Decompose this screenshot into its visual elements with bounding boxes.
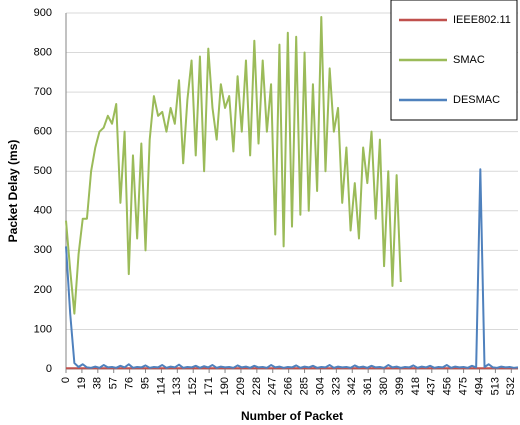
x-tick-label: 532: [505, 377, 517, 395]
x-tick-label: 380: [378, 377, 390, 395]
x-axis-title: Number of Packet: [241, 409, 343, 423]
x-tick-label: 285: [298, 377, 310, 395]
x-tick-label: 494: [473, 377, 485, 395]
y-tick-label: 500: [34, 165, 52, 177]
y-tick-label: 0: [46, 363, 52, 375]
y-tick-label: 300: [34, 244, 52, 256]
y-tick-label: 100: [34, 323, 52, 335]
x-tick-label: 475: [457, 377, 469, 395]
x-tick-label: 38: [92, 377, 104, 389]
x-tick-label: 133: [171, 377, 183, 395]
x-tick-label: 456: [442, 377, 454, 395]
y-tick-label: 700: [34, 86, 52, 98]
y-tick-label: 800: [34, 46, 52, 58]
legend-label: DESMAC: [453, 94, 500, 106]
y-tick-label: 400: [34, 205, 52, 217]
x-tick-label: 399: [394, 377, 406, 395]
x-tick-label: 323: [330, 377, 342, 395]
x-tick-label: 418: [410, 377, 422, 395]
x-tick-label: 361: [362, 377, 374, 395]
x-tick-label: 437: [426, 377, 438, 395]
x-tick-label: 266: [283, 377, 295, 395]
x-tick-label: 190: [219, 377, 231, 395]
legend-label: SMAC: [453, 54, 485, 66]
series-line: [65, 15, 402, 315]
x-tick-label: 304: [314, 377, 326, 395]
x-tick-label: 19: [76, 377, 88, 389]
x-tick-label: 171: [203, 377, 215, 395]
x-tick-label: 209: [235, 377, 247, 395]
x-tick-label: 342: [346, 377, 358, 395]
x-tick-label: 57: [108, 377, 120, 389]
x-tick-label: 0: [60, 377, 72, 383]
x-tick-label: 228: [251, 377, 263, 395]
legend-label: IEEE802.11: [453, 14, 511, 26]
x-tick-label: 152: [187, 377, 199, 395]
y-tick-label: 600: [34, 126, 52, 138]
x-tick-label: 95: [139, 377, 151, 389]
y-tick-label: 900: [34, 7, 52, 19]
series-line: [65, 168, 519, 369]
x-tick-label: 247: [267, 377, 279, 395]
x-tick-label: 114: [155, 377, 167, 395]
y-tick-label: 200: [34, 284, 52, 296]
x-tick-label: 513: [489, 377, 501, 395]
x-tick-label: 76: [124, 377, 136, 389]
y-axis-title: Packet Delay (ms): [6, 140, 20, 243]
